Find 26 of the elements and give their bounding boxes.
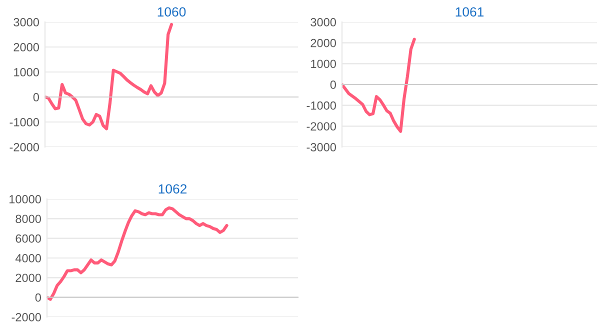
y-tick-label: 1000 (311, 60, 336, 68)
chart-title: 1060 (158, 7, 186, 17)
y-tick-label: 4000 (15, 254, 41, 262)
y-tick-label: 10000 (10, 195, 41, 204)
y-tick-label: 6000 (16, 234, 41, 243)
y-tick-label: 2000 (16, 274, 41, 282)
y-tick-label: -2000 (306, 122, 336, 131)
y-tick-label: -2000 (10, 143, 39, 152)
y-tick-label: 2000 (310, 38, 336, 48)
y-tick-label: -3000 (306, 143, 336, 152)
y-tick-label: 0 (35, 293, 41, 302)
y-tick-label: 2000 (14, 43, 39, 52)
y-tick-label: 1000 (14, 68, 39, 76)
line-series (342, 38, 416, 133)
chart-title: 1062 (158, 184, 187, 194)
chart-title: 1061 (456, 7, 484, 17)
y-tick-label: 0 (330, 80, 336, 89)
y-tick-label: 3000 (310, 18, 336, 26)
y-tick-label: -2000 (12, 313, 41, 322)
line-series (45, 22, 174, 130)
y-tick-label: -1000 (306, 101, 336, 110)
y-tick-label: 8000 (16, 214, 41, 224)
line-series (47, 206, 228, 301)
y-tick-label: -1000 (10, 118, 39, 126)
y-tick-label: 0 (33, 93, 39, 102)
y-tick-label: 3000 (14, 18, 39, 26)
